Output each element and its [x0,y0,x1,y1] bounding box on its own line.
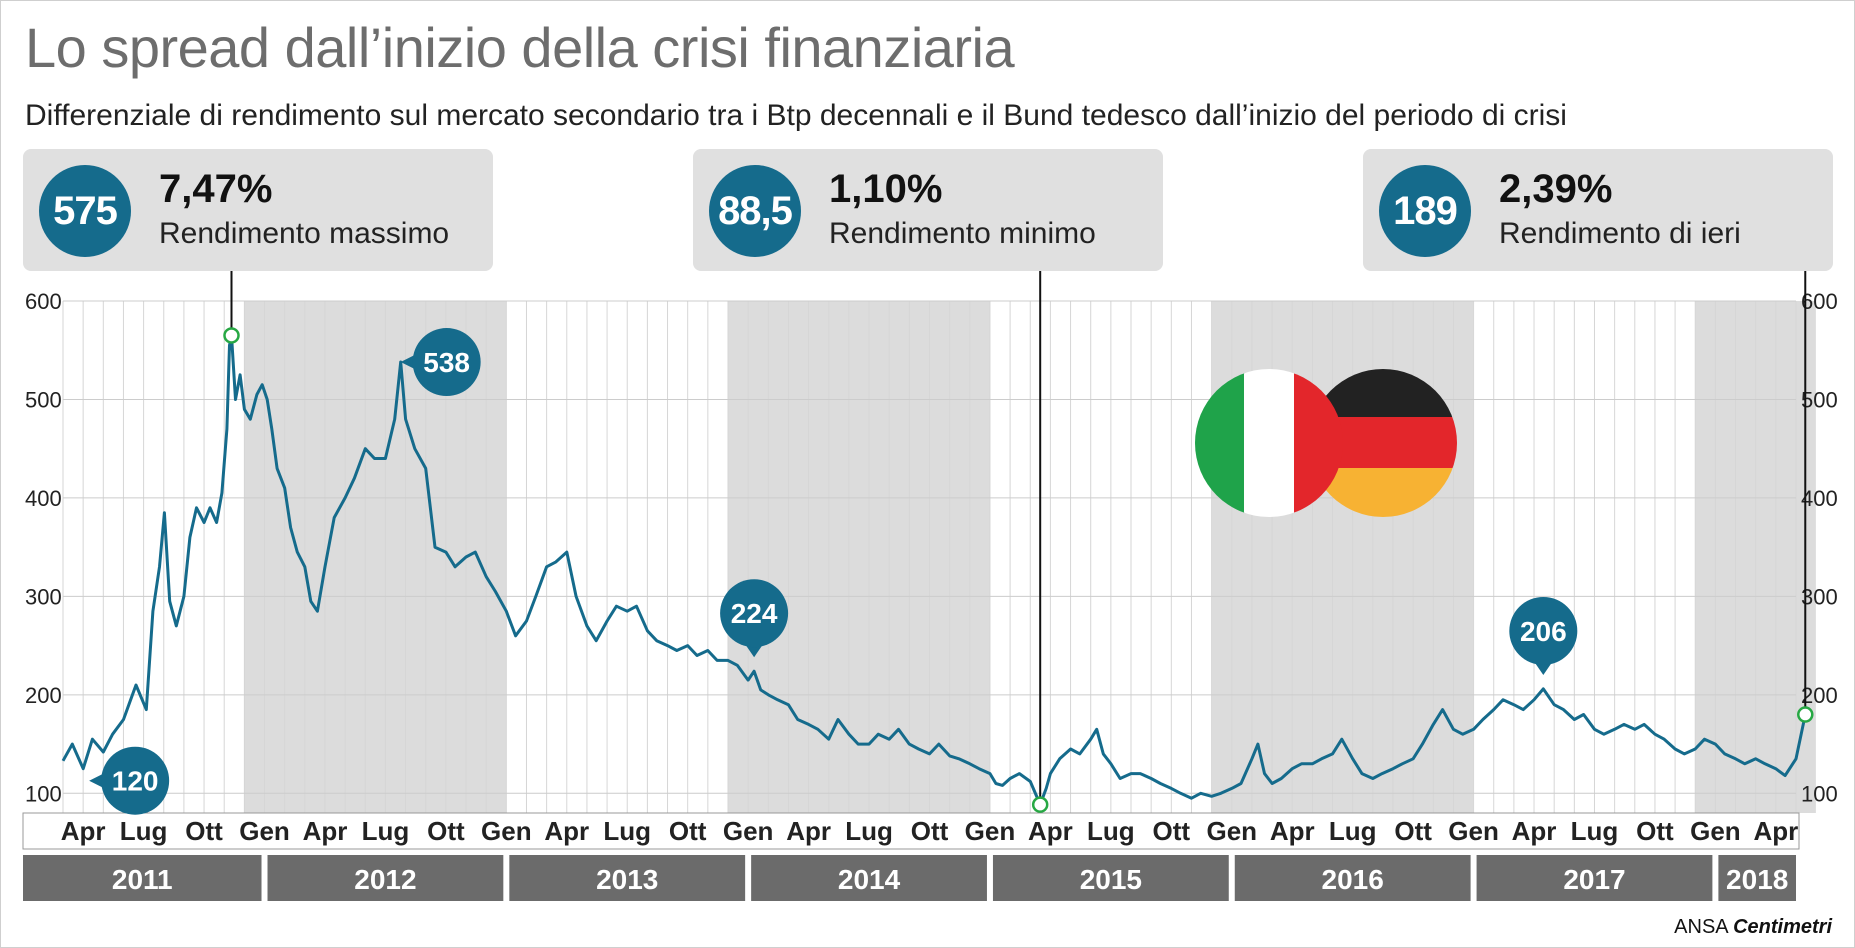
month-tick-label: Apr [61,816,106,846]
month-tick-label: Lug [1087,816,1135,846]
min-spread-badge: 88,5 [709,165,801,257]
yesterday-yield-label: Rendimento di ieri [1499,217,1741,250]
annotation-circle [412,328,481,397]
yesterday-yield-card: 189 2,39% Rendimento di ieri [1363,149,1833,271]
month-tick-label: Ott [1394,816,1432,846]
annotation-value: 206 [1520,616,1567,647]
month-tick-label: Gen [239,816,290,846]
source-agency: ANSA [1674,916,1728,938]
annotation-badge: 206 [1509,596,1578,675]
year-bar [1234,855,1471,901]
annotation-badge: 538 [400,328,481,397]
min-yield-percent: 1,10% [829,167,943,211]
year-label: 2015 [1080,864,1142,895]
y-tick-label-right: 400 [1801,486,1838,511]
year-bar [1476,855,1713,901]
year-label: 2011 [112,864,173,895]
year-bar [1718,855,1796,901]
annotation-badge: 224 [720,579,789,658]
month-tick-label: Ott [911,816,949,846]
month-tick-label: Lug [120,816,168,846]
min-yield-label: Rendimento minimo [829,217,1096,250]
y-tick-label-left: 200 [25,683,62,708]
source-brand: Centimetri [1733,916,1832,938]
year-label: 2014 [838,864,901,895]
month-tick-label: Lug [1571,816,1619,846]
year-bar [992,855,1229,901]
page-title: Lo spread dall’inizio della crisi finanz… [25,16,1015,79]
annotation-value: 538 [423,347,470,378]
page-subtitle: Differenziale di rendimento sul mercato … [25,99,1567,132]
month-tick-label: Apr [1512,816,1557,846]
yesterday-yield-percent: 2,39% [1499,167,1613,211]
marked-point [1031,796,1049,813]
y-tick-label-left: 500 [25,387,62,412]
min-yield-card: 88,5 1,10% Rendimento minimo [693,149,1163,271]
y-tick-label-left: 100 [25,781,62,806]
month-tick-label: Gen [1448,816,1499,846]
max-yield-percent: 7,47% [159,167,273,211]
month-tick-label: Lug [1329,816,1377,846]
month-axis-strip [22,812,1800,850]
month-tick-label: Ott [669,816,707,846]
annotation-circle [101,746,170,815]
shaded-period [727,301,990,813]
annotation-value: 120 [112,766,159,797]
year-bar [267,855,504,901]
source-credit: ANSA Centimetri [1674,916,1832,939]
annotation-circle [1509,596,1578,665]
y-tick-label-right: 100 [1801,781,1838,806]
max-yield-label: Rendimento massimo [159,217,450,250]
max-yield-card: 575 7,47% Rendimento massimo [23,149,493,271]
month-tick-label: Apr [1753,816,1798,846]
y-tick-label-left: 600 [25,289,62,314]
month-tick-label: Apr [303,816,348,846]
month-tick-label: Apr [1270,816,1315,846]
month-tick-label: Apr [544,816,589,846]
month-tick-label: Apr [1028,816,1073,846]
annotation-value: 224 [731,598,778,629]
year-label: 2017 [1563,864,1625,895]
year-bar [23,855,262,901]
marked-point [223,327,240,344]
month-tick-label: Lug [845,816,893,846]
month-tick-label: Gen [481,816,532,846]
month-tick-label: Gen [1206,816,1257,846]
spread-series-line [61,334,1807,807]
month-tick-label: Lug [603,816,651,846]
month-tick-label: Lug [362,816,410,846]
year-label: 2018 [1726,864,1788,895]
year-bar [751,855,987,901]
y-tick-label-left: 300 [25,584,62,609]
y-tick-label-right: 600 [1801,289,1838,314]
year-label: 2012 [354,864,416,895]
marked-point [1797,706,1814,723]
month-tick-label: Apr [786,816,831,846]
yesterday-spread-badge: 189 [1379,165,1471,257]
annotation-circle [720,579,789,648]
y-tick-label-right: 300 [1801,584,1838,609]
year-bar [509,855,746,901]
year-label: 2013 [596,864,658,895]
y-tick-label-right: 500 [1801,387,1838,412]
month-tick-label: Gen [723,816,774,846]
y-tick-label-left: 400 [25,486,62,511]
annotation-badge: 120 [89,746,170,815]
max-spread-badge: 575 [39,165,131,257]
month-tick-label: Ott [1636,816,1674,846]
italy-stripe-white [1244,369,1295,517]
month-tick-label: Gen [1690,816,1741,846]
month-tick-label: Ott [427,816,465,846]
year-label: 2016 [1322,864,1384,895]
month-tick-label: Gen [965,816,1016,846]
month-tick-label: Ott [1153,816,1191,846]
month-tick-label: Ott [185,816,223,846]
y-tick-label-right: 200 [1801,683,1838,708]
